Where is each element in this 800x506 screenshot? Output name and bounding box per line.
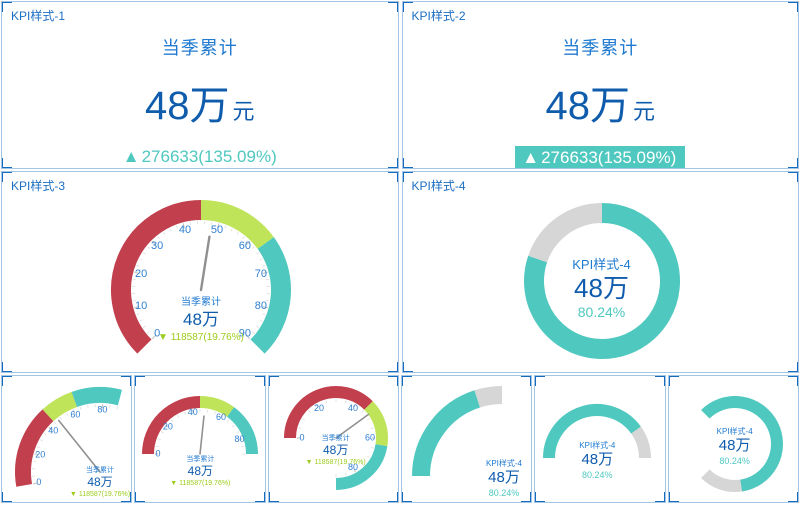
svg-text:10: 10 (135, 300, 147, 312)
svg-text:60: 60 (365, 432, 375, 442)
gauge-chart-small[interactable]: 0 20 40 60 80 (269, 376, 398, 502)
svg-text:60: 60 (70, 409, 80, 419)
svg-text:0: 0 (299, 432, 304, 442)
dashboard-row-1: KPI样式-1 当季累计 48万元 ▲ 276633(135.09%) KPI样式… (1, 1, 799, 169)
kpi-delta: ▲ 276633(135.09%) (123, 146, 277, 168)
svg-text:40: 40 (179, 224, 191, 236)
svg-text:20: 20 (135, 268, 147, 280)
panel-kpi-style-2: KPI样式-2 当季累计 48万元 ▲ 276633(135.09%) (401, 1, 799, 169)
svg-text:70: 70 (255, 268, 267, 280)
dashboard-row-2: KPI样式-3 0 10 20 30 40 50 60 70 80 90 当季累计 48万 ▼ 1… (1, 171, 799, 373)
svg-text:40: 40 (48, 426, 58, 436)
svg-text:80: 80 (348, 462, 358, 472)
up-triangle-icon: ▲ (522, 148, 540, 167)
svg-text:40: 40 (188, 407, 198, 417)
ring-chart-small[interactable] (669, 376, 798, 502)
panel-gauge-small-2: 0 20 40 60 80 当季累计 48万 ▼ 118587(19.76%) (134, 375, 266, 503)
panel-ring-small-3: KPI样式-4 48万 80.24% (667, 375, 799, 503)
panel-title: KPI样式-3 (11, 179, 66, 193)
kpi-delta-text: 276633(135.09%) (141, 147, 277, 166)
panel-title: KPI样式-2 (411, 9, 466, 23)
svg-text:0: 0 (36, 477, 41, 487)
ring-chart-main[interactable] (403, 172, 799, 372)
kpi-number: 48万 (144, 84, 230, 128)
svg-text:0: 0 (156, 448, 161, 458)
svg-text:60: 60 (239, 240, 251, 252)
kpi-unit: 元 (632, 99, 655, 124)
up-triangle-icon: ▲ (122, 147, 140, 166)
kpi-number: 48万 (545, 84, 630, 128)
svg-text:20: 20 (35, 450, 45, 460)
kpi-unit: 元 (232, 99, 255, 124)
kpi-delta-text: 276633(135.09%) (541, 148, 677, 167)
dashboard-row-3: 0 20 40 60 80 当季累计 48万 ▼ 118587(19.76%) 0 20 4… (1, 375, 799, 503)
svg-text:90: 90 (239, 328, 251, 340)
panel-title: KPI样式-4 (411, 179, 466, 193)
panel-kpi-style-1: KPI样式-1 当季累计 48万元 ▲ 276633(135.09%) (1, 1, 399, 169)
kpi-value: 48万元 (545, 86, 655, 132)
panel-kpi-style-3: KPI样式-3 0 10 20 30 40 50 60 70 80 90 当季累计 48万 ▼ 1… (1, 171, 399, 373)
svg-text:0: 0 (154, 328, 160, 340)
kpi-card[interactable]: 当季累计 48万元 ▲ 276633(135.09%) (403, 2, 799, 168)
svg-text:20: 20 (314, 403, 324, 413)
svg-text:80: 80 (235, 434, 245, 444)
svg-text:80: 80 (255, 300, 267, 312)
svg-text:30: 30 (151, 240, 163, 252)
gauge-chart-small[interactable]: 0 20 40 60 80 (2, 376, 131, 502)
panel-kpi-style-4: KPI样式-4 KPI样式-4 48万 80.24% (401, 171, 799, 373)
gauge-chart-small[interactable]: 0 20 40 60 80 (135, 376, 264, 502)
gauge-chart-main[interactable]: 0 10 20 30 40 50 60 70 80 90 (2, 172, 398, 372)
panel-ring-small-1: KPI样式-4 48万 80.24% (400, 375, 533, 503)
svg-text:60: 60 (216, 412, 226, 422)
panel-title: KPI样式-1 (11, 9, 66, 23)
kpi-value: 48万元 (145, 86, 255, 132)
ring-chart-small[interactable] (535, 376, 664, 502)
panel-ring-small-2: KPI样式-4 48万 80.24% (534, 375, 666, 503)
kpi-label: 当季累计 (161, 38, 238, 58)
svg-text:50: 50 (211, 224, 223, 236)
svg-text:40: 40 (348, 403, 358, 413)
kpi-label: 当季累计 (562, 38, 639, 58)
panel-gauge-small-1: 0 20 40 60 80 当季累计 48万 ▼ 118587(19.76%) (1, 375, 133, 503)
kpi-card[interactable]: 当季累计 48万元 ▲ 276633(135.09%) (2, 2, 398, 168)
svg-text:20: 20 (163, 421, 173, 431)
ring-chart-small[interactable] (402, 376, 531, 502)
svg-text:80: 80 (97, 404, 107, 414)
kpi-delta-badge: ▲ 276633(135.09%) (515, 146, 686, 168)
panel-gauge-small-3: 0 20 40 60 80 当季累计 48万 ▼ 118587(19.76%) (267, 375, 399, 503)
